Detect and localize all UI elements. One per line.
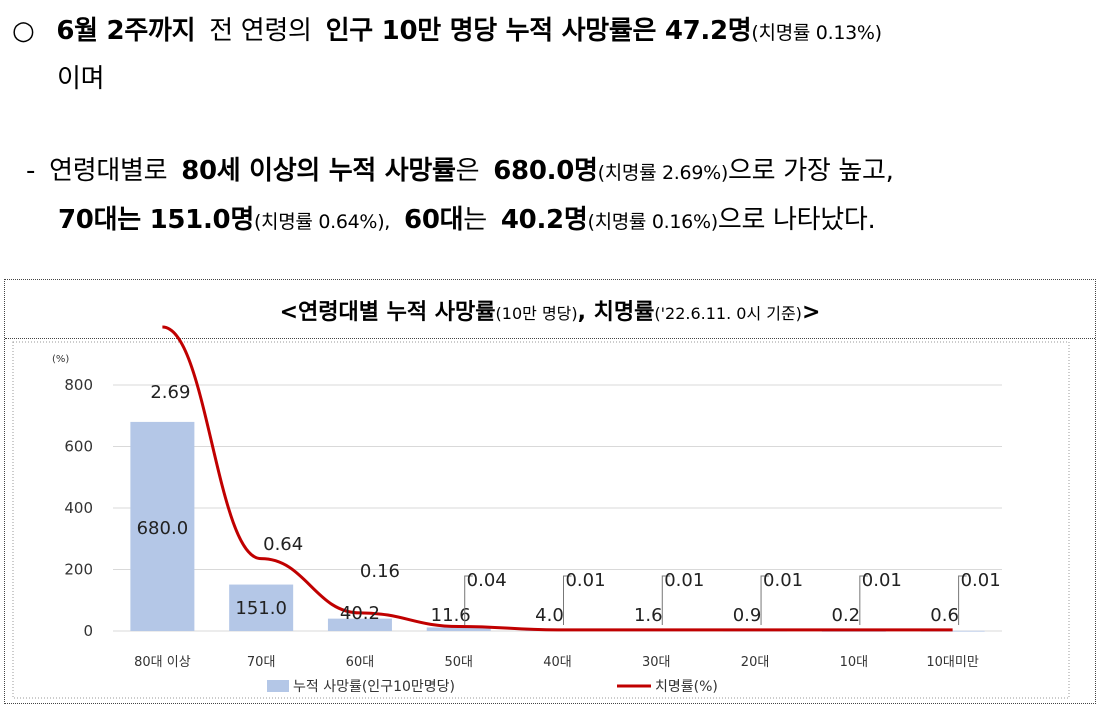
- chart-title: <연령대별 누적 사망률(10만 명당), 치명률('22.6.11. 0시 기…: [5, 280, 1095, 339]
- continuation-text: 이며: [57, 64, 105, 94]
- x-axis-categories: 80대 이상 70대 60대 50대 40대 30대 20대 10대 10대미만: [134, 655, 979, 670]
- conclusion-text: 으로 나타났다.: [717, 205, 876, 235]
- bar-value-label: 40.2: [340, 603, 380, 624]
- y-tick-label: 200: [64, 561, 93, 579]
- over80-value: 680.0명: [493, 156, 598, 186]
- x-category-label: 80대 이상: [134, 655, 191, 670]
- y-tick-label: 600: [64, 438, 93, 456]
- x-category-label: 30대: [642, 655, 671, 670]
- leader-line: [859, 575, 868, 625]
- line-value-label: 0.04: [467, 570, 507, 591]
- fatality-note: (치명률 0.13%): [751, 22, 882, 44]
- x-category-label: 70대: [247, 655, 276, 670]
- fatality-rate-line: [162, 325, 953, 632]
- chart-title-date: ('22.6.11. 0시 기준): [654, 304, 802, 323]
- line-value-label: 0.01: [763, 570, 803, 591]
- by-age-text: 연령대별로: [49, 156, 168, 186]
- x-category-label: 60대: [346, 655, 375, 670]
- all-ages-text: 전 연령의: [209, 16, 312, 46]
- y-tick-label: 400: [64, 499, 93, 517]
- bar-value-label: 151.0: [235, 598, 287, 619]
- line-value-label: 0.01: [565, 570, 605, 591]
- chart-title-part-3: >: [801, 300, 821, 325]
- chart-container: <연령대별 누적 사망률(10만 명당), 치명률('22.6.11. 0시 기…: [4, 279, 1096, 704]
- leader-line: [958, 575, 967, 625]
- chart-title-part-1: <연령대별 누적 사망률: [279, 300, 496, 325]
- legend-swatch-bar: [267, 680, 289, 692]
- age70-fatality-note: (치명률 0.64%),: [253, 211, 391, 233]
- bar-value-label: 680.0: [137, 518, 189, 539]
- leader-line: [464, 575, 473, 625]
- y-axis-unit: (%): [52, 354, 69, 365]
- death-rate-highlight: 인구 10만 명당 누적 사망률은 47.2명: [325, 16, 752, 46]
- combo-chart: 0 200 400 600 800 (%) 680.0 151.0 40.2 11.6 4.0 1…: [12, 325, 1070, 699]
- bar: [229, 584, 294, 631]
- x-category-label: 10대: [840, 655, 869, 670]
- particle-text: 은: [455, 156, 480, 186]
- leader-line: [563, 575, 572, 625]
- bar-value-label: 0.9: [733, 605, 762, 626]
- age70-highlight: 70대는 151.0명: [58, 205, 254, 235]
- bars: [130, 421, 985, 632]
- x-category-label: 50대: [444, 655, 473, 670]
- age60-label: 60대: [404, 205, 464, 235]
- line-value-label: 0.01: [664, 570, 704, 591]
- x-category-label: 10대미만: [926, 655, 978, 670]
- line-value-label: 2.69: [150, 382, 190, 403]
- line-value-label: 0.64: [263, 534, 303, 555]
- leader-line: [661, 575, 671, 625]
- x-category-label: 20대: [741, 655, 770, 670]
- bar-value-label: 0.2: [832, 605, 861, 626]
- plot-frame: [12, 341, 1070, 699]
- x-category-label: 40대: [543, 655, 572, 670]
- data-labels: 680.0 151.0 40.2 11.6 4.0 1.6 0.9 0.2 0.6 2.69 0.6…: [137, 382, 1001, 626]
- legend-label-bar: 누적 사망률(인구10만명당): [293, 679, 455, 695]
- line-value-label: 0.01: [961, 570, 1001, 591]
- over80-fatality-note: (치명률 2.69%): [597, 162, 729, 184]
- bar: [426, 627, 491, 631]
- legend-label-line: 치명률(%): [655, 679, 718, 695]
- bar-value-label: 1.6: [634, 605, 663, 626]
- bar-value-label: 11.6: [431, 605, 471, 626]
- bar: [130, 421, 195, 631]
- line-value-label: 0.16: [360, 561, 400, 582]
- fatality-line: [162, 325, 953, 632]
- highest-text: 으로 가장 높고,: [728, 156, 894, 186]
- leader-line: [760, 575, 770, 625]
- bullet-1-line-2: 이며: [57, 58, 105, 95]
- line-value-label: 0.01: [862, 570, 902, 591]
- y-axis-ticks: 0 200 400 600 800: [64, 376, 93, 640]
- age60-fatality-note: (치명률 0.16%): [587, 211, 718, 233]
- bar: [327, 618, 392, 631]
- particle-text-2: 는: [463, 205, 487, 235]
- age60-value: 40.2명: [500, 205, 588, 235]
- y-tick-label: 800: [64, 376, 93, 394]
- bullet-2-line-1: - 연령대별로 80세 이상의 누적 사망률은 680.0명(치명률 2.69%)으로…: [0, 150, 894, 187]
- dash-bullet: -: [26, 156, 36, 186]
- period-text: 6월 2주까지: [56, 16, 196, 46]
- bar-value-label: 0.6: [930, 605, 959, 626]
- legend: 누적 사망률(인구10만명당) 치명률(%): [267, 679, 718, 695]
- chart-title-part-2: , 치명률: [577, 300, 655, 325]
- bar-value-label: 4.0: [535, 605, 564, 626]
- y-tick-label: 0: [83, 622, 93, 640]
- chart-title-unit: (10만 명당): [495, 304, 578, 323]
- bullet-1-line-1: ○ 6월 2주까지 전 연령의 인구 10만 명당 누적 사망률은 47.2명(치명률…: [0, 10, 882, 47]
- bullet-2-line-2: 70대는 151.0명(치명률 0.64%), 60대는 40.2명(치명률 0.1…: [58, 199, 876, 236]
- circle-bullet: ○: [12, 16, 35, 46]
- over80-highlight: 80세 이상의 누적 사망률: [181, 156, 456, 186]
